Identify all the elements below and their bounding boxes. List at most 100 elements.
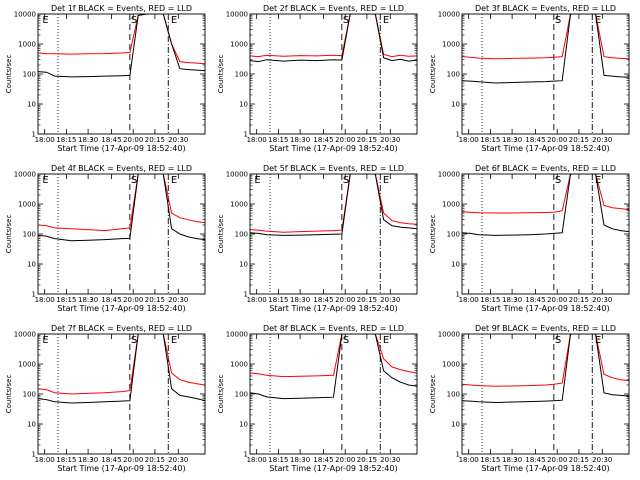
chart-title: Det 5f BLACK = Events, RED = LLD [263, 164, 404, 173]
event-annotation: S [555, 15, 561, 26]
chart-title: Det 2f BLACK = Events, RED = LLD [263, 4, 404, 13]
lld-series-line [38, 334, 205, 395]
x-tick-label: 18:30 [290, 296, 310, 304]
event-annotation: E [171, 175, 177, 186]
chart-panel-3: Det 3f BLACK = Events, RED = LLD Counts/s… [429, 4, 630, 153]
y-tick-label: 1 [456, 291, 460, 299]
lld-series-line [250, 334, 417, 378]
x-tick-label: 20:30 [168, 296, 188, 304]
y-tick-label: 10 [239, 261, 248, 269]
chart-title: Det 4f BLACK = Events, RED = LLD [51, 164, 192, 173]
y-tick-label: 1000 [442, 41, 460, 49]
x-tick-label: 18:45 [525, 296, 545, 304]
events-series-line [250, 14, 417, 63]
event-annotation: S [343, 175, 349, 186]
y-tick-label: 10 [239, 421, 248, 429]
chart-title: Det 8f BLACK = Events, RED = LLD [263, 324, 404, 333]
event-annotation: E [595, 175, 601, 186]
y-tick-label: 1000 [442, 201, 460, 209]
chart-panel-8: Det 8f BLACK = Events, RED = LLD Counts/s… [217, 324, 418, 473]
y-tick-label: 10 [239, 101, 248, 109]
x-tick-label: 20:30 [168, 456, 188, 464]
x-tick-label: 20:30 [592, 136, 612, 144]
y-tick-label: 1 [456, 451, 460, 459]
chart-panel-1: Det 1f BLACK = Events, RED = LLD Counts/s… [5, 4, 206, 153]
x-axis-label: Start Time (17-Apr-09 18:52:40) [269, 304, 397, 313]
y-tick-label: 1 [244, 131, 248, 139]
x-tick-label: 20:00 [123, 456, 143, 464]
x-tick-label: 18:00 [459, 296, 479, 304]
event-annotation: E [595, 335, 601, 346]
event-annotation: S [131, 335, 137, 346]
x-tick-label: 18:30 [290, 136, 310, 144]
events-series-line [250, 334, 417, 400]
x-tick-label: 20:15 [357, 456, 377, 464]
event-annotation: E [42, 15, 48, 26]
y-tick-label: 10 [451, 101, 460, 109]
y-tick-label: 1000 [230, 361, 248, 369]
x-tick-label: 18:30 [78, 136, 98, 144]
x-tick-label: 18:45 [101, 296, 121, 304]
x-tick-label: 18:15 [268, 456, 288, 464]
y-axis-label: Counts/sec [5, 215, 13, 254]
x-tick-label: 18:30 [502, 456, 522, 464]
x-tick-label: 18:00 [247, 456, 267, 464]
y-axis-label: Counts/sec [217, 215, 225, 254]
events-series-line [250, 174, 417, 236]
lld-series-line [462, 174, 629, 214]
y-tick-label: 10 [451, 261, 460, 269]
events-series-line [38, 334, 205, 404]
y-axis-label: Counts/sec [217, 375, 225, 414]
x-tick-label: 20:30 [380, 136, 400, 144]
chart-panel-2: Det 2f BLACK = Events, RED = LLD Counts/s… [217, 4, 418, 153]
events-series-line [462, 334, 629, 404]
event-annotation: E [595, 15, 601, 26]
y-tick-label: 10000 [14, 11, 36, 19]
y-tick-label: 1000 [18, 41, 36, 49]
y-tick-label: 10000 [438, 11, 460, 19]
y-tick-label: 100 [235, 71, 248, 79]
event-annotation: S [343, 15, 349, 26]
y-tick-label: 1 [456, 131, 460, 139]
x-tick-label: 20:15 [357, 296, 377, 304]
event-annotation: E [171, 335, 177, 346]
chart-title: Det 6f BLACK = Events, RED = LLD [475, 164, 616, 173]
event-annotation: E [171, 15, 177, 26]
x-tick-label: 20:00 [123, 136, 143, 144]
chart-panel-7: Det 7f BLACK = Events, RED = LLD Counts/s… [5, 324, 206, 473]
x-tick-label: 18:30 [78, 296, 98, 304]
y-tick-label: 100 [235, 391, 248, 399]
x-tick-label: 20:30 [380, 296, 400, 304]
plot-frame [461, 173, 630, 295]
x-tick-label: 18:00 [459, 456, 479, 464]
y-axis-label: Counts/sec [5, 375, 13, 414]
event-annotation: S [131, 175, 137, 186]
plot-frame [461, 333, 630, 455]
x-tick-label: 18:45 [101, 456, 121, 464]
x-tick-label: 18:45 [313, 136, 333, 144]
chart-title: Det 1f BLACK = Events, RED = LLD [51, 4, 192, 13]
event-annotation: S [131, 15, 137, 26]
x-tick-label: 18:00 [247, 296, 267, 304]
x-tick-label: 18:00 [35, 136, 55, 144]
chart-title: Det 7f BLACK = Events, RED = LLD [51, 324, 192, 333]
x-tick-label: 20:15 [357, 136, 377, 144]
y-tick-label: 100 [447, 71, 460, 79]
event-annotation: E [254, 175, 260, 186]
x-tick-label: 18:00 [247, 136, 267, 144]
y-tick-label: 1000 [230, 41, 248, 49]
y-tick-label: 100 [23, 71, 36, 79]
events-series-line [38, 174, 205, 242]
y-tick-label: 1000 [442, 361, 460, 369]
y-tick-label: 1 [32, 451, 36, 459]
x-tick-label: 20:00 [335, 296, 355, 304]
x-tick-label: 20:00 [335, 456, 355, 464]
y-tick-label: 10 [27, 101, 36, 109]
x-tick-label: 18:30 [290, 456, 310, 464]
plot-frame [37, 333, 206, 455]
chart-panel-5: Det 5f BLACK = Events, RED = LLD Counts/s… [217, 164, 418, 313]
x-tick-label: 20:15 [145, 296, 165, 304]
x-tick-label: 18:15 [480, 296, 500, 304]
y-tick-label: 10000 [438, 331, 460, 339]
y-tick-label: 10000 [226, 331, 248, 339]
